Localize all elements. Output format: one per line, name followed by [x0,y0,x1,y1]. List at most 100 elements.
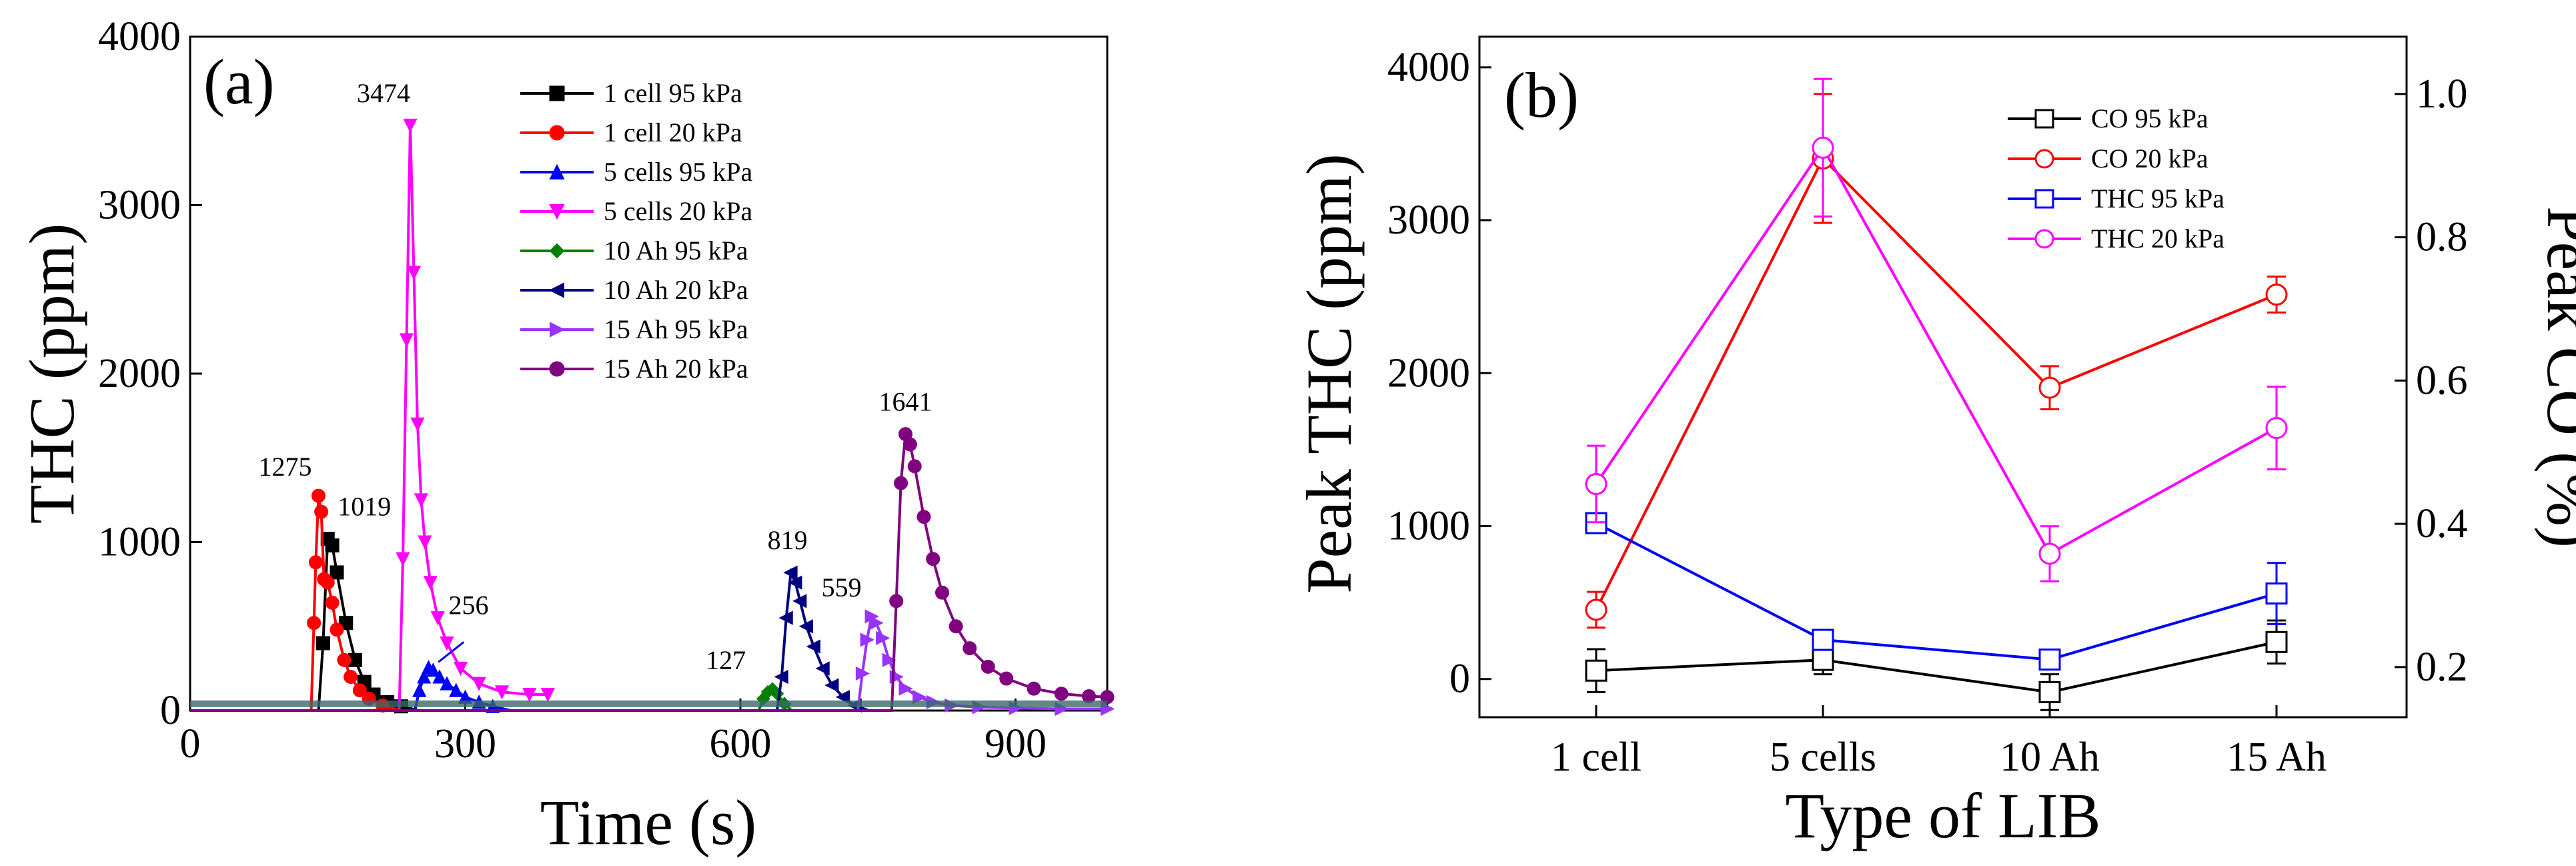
chart-a-point [426,663,440,677]
chart-a-point [889,594,904,608]
chart-a-point [962,641,977,656]
chart-b-y2-tick-label: 1.0 [2416,71,2468,117]
chart-a-data-label: 127 [706,645,746,675]
chart-a-legend-marker [549,243,565,259]
chart-a-point [860,632,874,647]
chart-a-point [1054,687,1069,701]
chart-a-series-7 [190,609,1115,717]
chart-a-series-line [190,428,1108,712]
chart-a-point [337,653,352,667]
chart-a-point [432,669,447,684]
chart-b-x-tick-label: 5 cells [1770,735,1876,780]
chart-b-legend-label: CO 20 kPa [2091,143,2208,173]
chart-b-point [1812,628,1834,651]
chart-a-point [315,636,330,651]
chart-b-series-1 [1585,619,2288,711]
chart-b-series-line [1595,156,2277,610]
chart-a-series-group [190,118,1115,717]
chart-b-legend-marker [2034,149,2054,169]
chart-b-point [1812,648,1834,671]
chart-a-data-label: 1275 [259,452,312,482]
chart-a-y-tick-label: 1000 [98,520,181,565]
chart-b-panel-label: (b) [1504,59,1579,131]
chart-b-plot-frame [1478,35,2408,719]
chart-a-point [792,594,807,608]
chart-a-point [325,595,340,610]
chart-a-legend-marker [549,125,565,141]
chart-b-legend-label: THC 95 kPa [2091,183,2224,213]
chart-a-data-label: 559 [822,572,862,602]
chart-b-series-3 [1585,512,2288,671]
chart-a-point [418,535,432,550]
chart-a-point [798,619,813,634]
chart-a-point [935,585,949,600]
chart-a-point [352,683,367,698]
chart-b-x-tick-label: 1 cell [1551,735,1642,780]
chart-a-series-line [190,612,1107,712]
chart-a-y-tick-label: 3000 [98,183,181,228]
chart-b-legend-label: CO 95 kPa [2091,103,2208,133]
chart-b-point [2265,630,2288,653]
chart-a-legend-marker [549,204,565,220]
chart-a-legend-label: 15 Ah 95 kPa [604,314,748,344]
chart-a-legend-marker [548,282,564,298]
chart-b-y-tick-label: 3000 [1387,197,1470,243]
chart-a-point [330,622,344,637]
chart-a-point [339,616,354,630]
chart-b-point [2265,417,2288,440]
chart-b-y2-tick-label: 0.2 [2416,644,2468,690]
chart-a-point [806,639,820,654]
chart-a-y-tick-label: 0 [160,688,181,733]
chart-a-point [835,690,850,705]
chart-a-point [783,565,798,580]
chart-a-data-label: 1641 [879,387,932,417]
chart-a-point [406,266,422,280]
chart-a-legend-label: 5 cells 20 kPa [604,196,753,226]
chart-a-point [774,669,788,685]
chart-a-point [902,437,917,452]
chart-a-point [999,671,1014,686]
chart-a-legend-label: 5 cells 95 kPa [604,157,753,187]
chart-a-point [824,678,839,693]
chart-a: 0 300 600 900 0 1000 2000 3000 4000 1275 1019 3474… [16,14,1115,858]
chart-b-y2-tick-label: 0.8 [2416,215,2468,260]
chart-a-data-label: 256 [449,590,489,620]
chart-b-y2-tick-label: 0.4 [2416,501,2468,546]
chart-a-point [981,659,995,674]
chart-a-legend-label: 1 cell 95 kPa [604,78,742,108]
chart-a-series-line [190,534,420,712]
chart-a-legend-marker [550,322,566,338]
chart-a-series-4 [190,118,555,712]
chart-b-point [2265,582,2288,605]
chart-b-y-tick-label: 2000 [1387,350,1470,396]
chart-a-point [788,575,802,590]
chart-b-legend-marker [2034,109,2054,129]
chart-a-point [815,661,830,676]
chart-b-y-tick-label: 1000 [1387,503,1470,548]
chart-a-point [454,661,468,677]
chart-a-point [1027,681,1041,696]
chart-b-series-line [1595,522,2277,661]
chart-a-point [912,690,927,705]
chart-a-point [1082,689,1096,704]
chart-b-y2label: Peak CO (%) [2534,206,2576,548]
chart-a-legend-label: 10 Ah 95 kPa [604,236,748,266]
chart-b-point [2038,648,2061,671]
chart-a-series-1 [190,532,420,714]
chart-a-series-line [190,125,548,712]
chart-a-point [449,683,464,697]
chart-b: 1 cell 5 cells 10 Ah 15 Ah 0 1000 2000 3000 4000… [1293,35,2576,851]
chart-a-point [320,575,335,590]
chart-a-panel-label: (a) [203,46,275,117]
chart-b-legend-marker [2034,189,2054,209]
chart-a-data-label: 819 [768,525,808,555]
chart-a-legend: 1 cell 95 kPa 1 cell 20 kPa 5 cells 95 kPa… [520,78,753,384]
chart-a-point [344,670,358,684]
chart-a-point [412,683,427,697]
chart-a-point [898,681,913,696]
chart-b-series-2 [1585,93,2288,629]
chart-a-y-tick-label: 2000 [98,351,181,396]
chart-b-legend-marker [2034,229,2054,249]
chart-a-axis-ticks: 0 300 600 900 0 1000 2000 3000 4000 [98,14,1047,767]
chart-a-point [399,333,414,348]
